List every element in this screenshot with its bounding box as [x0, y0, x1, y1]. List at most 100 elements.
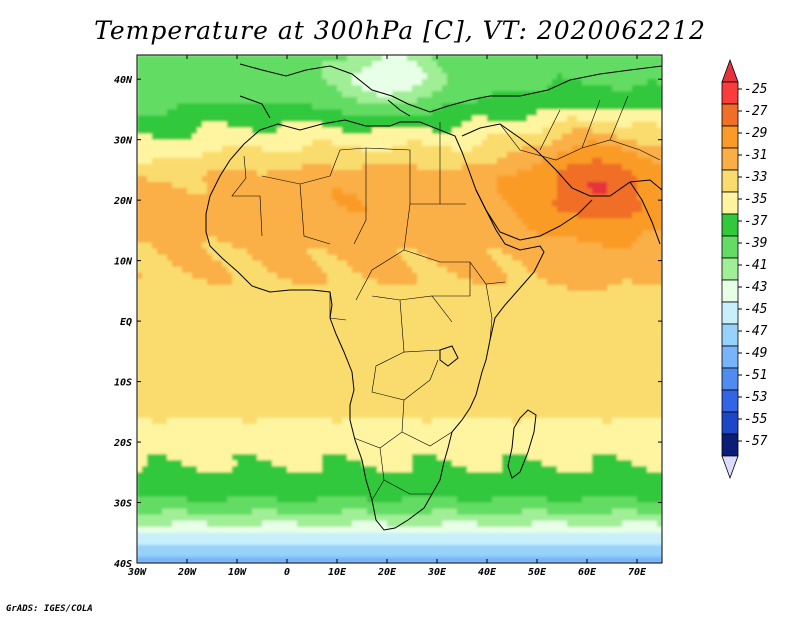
field-cell [457, 133, 463, 141]
field-cell [542, 97, 548, 104]
field-cell [152, 61, 158, 68]
field-cell [552, 278, 558, 286]
field-cell [387, 103, 393, 111]
field-cell [587, 182, 593, 189]
field-cell [657, 194, 662, 201]
field-cell [552, 163, 558, 171]
field-cell [577, 278, 583, 286]
field-cell [252, 212, 258, 219]
field-cell [292, 73, 298, 80]
field-cell [312, 290, 318, 298]
field-cell [147, 103, 153, 111]
field-cell [487, 169, 493, 177]
field-cell [157, 290, 163, 298]
field-cell [527, 321, 533, 328]
field-cell [542, 133, 548, 141]
field-cell [172, 254, 178, 262]
field-cell [372, 61, 378, 68]
field-cell [217, 296, 223, 304]
field-cell [212, 188, 218, 195]
field-cell [647, 55, 653, 62]
field-cell [367, 182, 373, 189]
field-cell [542, 188, 548, 195]
field-cell [572, 230, 578, 238]
field-cell [567, 127, 573, 135]
field-cell [182, 115, 188, 123]
field-cell [412, 145, 418, 153]
field-cell [187, 248, 193, 256]
field-cell [552, 133, 558, 141]
field-cell [527, 309, 533, 316]
field-cell [152, 133, 158, 141]
field-cell [262, 61, 268, 68]
field-cell [332, 103, 338, 111]
field-cell [292, 236, 298, 244]
field-cell [657, 218, 662, 225]
field-cell [442, 79, 448, 86]
field-cell [302, 182, 308, 189]
field-cell [242, 85, 248, 92]
field-cell [597, 315, 603, 322]
field-cell [347, 260, 353, 268]
field-cell [292, 97, 298, 104]
field-cell [147, 254, 153, 262]
field-cell [462, 284, 468, 292]
field-cell [652, 127, 658, 135]
field-cell [442, 145, 448, 153]
field-cell [612, 73, 618, 80]
field-cell [532, 230, 538, 238]
field-cell [297, 194, 303, 201]
field-cell [397, 61, 403, 68]
field-cell [252, 97, 258, 104]
field-cell [512, 236, 518, 244]
field-cell [477, 266, 483, 274]
field-cell [597, 296, 603, 304]
field-cell [427, 260, 433, 268]
field-cell [337, 224, 343, 231]
field-cell [322, 284, 328, 292]
field-cell [637, 139, 643, 147]
field-cell [137, 278, 143, 286]
field-cell [227, 230, 233, 238]
field-cell [197, 302, 203, 310]
field-cell [467, 145, 473, 153]
field-cell [247, 315, 253, 322]
field-cell [312, 182, 318, 189]
field-cell [497, 206, 503, 213]
field-cell [452, 121, 458, 129]
field-cell [562, 296, 568, 304]
field-cell [497, 157, 503, 165]
field-cell [437, 85, 443, 92]
field-cell [277, 266, 283, 274]
field-cell [302, 321, 308, 328]
field-cell [402, 157, 408, 165]
field-cell [467, 55, 473, 62]
field-cell [577, 296, 583, 304]
field-cell [512, 182, 518, 189]
field-cell [412, 321, 418, 328]
field-cell [152, 103, 158, 111]
field-cell [147, 230, 153, 238]
field-cell [492, 103, 498, 111]
field-cell [542, 284, 548, 292]
field-cell [212, 67, 218, 74]
field-cell [152, 188, 158, 195]
field-cell [202, 103, 208, 111]
field-cell [177, 248, 183, 256]
field-cell [147, 175, 153, 183]
field-cell [347, 272, 353, 280]
field-cell [552, 309, 558, 316]
field-cell [297, 302, 303, 310]
field-cell [502, 218, 508, 225]
field-cell [167, 61, 173, 68]
field-cell [582, 266, 588, 274]
field-cell [587, 133, 593, 141]
field-cell [212, 302, 218, 310]
field-cell [557, 61, 563, 68]
field-cell [452, 327, 458, 334]
field-cell [402, 67, 408, 74]
field-cell [577, 91, 583, 98]
field-cell [602, 309, 608, 316]
field-cell [207, 188, 213, 195]
field-cell [317, 296, 323, 304]
